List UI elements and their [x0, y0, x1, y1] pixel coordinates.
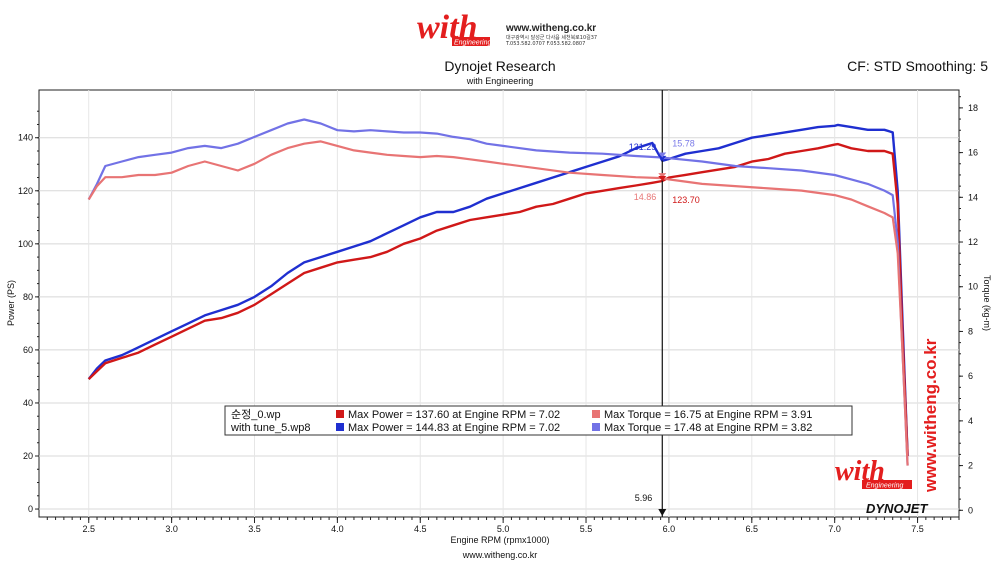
legend-torque-1: Max Torque = 16.75 at Engine RPM = 3.91: [604, 409, 812, 421]
y-tick-label-1: 20: [23, 451, 33, 461]
watermark-brand: DYNOJET: [866, 501, 928, 516]
watermark-logo-sub-bg: [862, 480, 912, 489]
y-tick-label-7: 140: [18, 133, 33, 143]
y2-tick-label-4: 8: [968, 326, 973, 336]
chart-title: Dynojet Research: [444, 58, 555, 74]
readout-marker-3: [658, 175, 667, 181]
legend-power-1: Max Power = 137.60 at Engine RPM = 7.02: [348, 409, 560, 421]
legend-swatch-torque-1: [592, 410, 600, 418]
header-logo-sub: Engineering: [454, 40, 491, 47]
x-tick-label-5: 5.0: [497, 524, 510, 534]
x-tick-label-4: 4.5: [414, 524, 427, 534]
readout-label-2: 14.86: [634, 192, 657, 202]
y2-tick-label-0: 0: [968, 505, 973, 515]
watermark-vertical-site: www.witheng.co.kr: [921, 338, 940, 493]
series-line-2: [87, 118, 909, 466]
y-tick-label-0: 0: [28, 504, 33, 514]
header-address: 대구광역시 달성군 다사읍 세천북로10길37: [506, 34, 597, 41]
legend-swatch-torque-2: [592, 423, 600, 431]
legend-torque-2: Max Torque = 17.48 at Engine RPM = 3.82: [604, 422, 812, 434]
y-tick-label-5: 100: [18, 239, 33, 249]
plot-area: [38, 89, 960, 518]
x-tick-label-7: 6.0: [663, 524, 676, 534]
chart-subtitle: with Engineering: [466, 76, 534, 86]
series-line-3: [87, 140, 909, 466]
footer-site: www.witheng.co.kr: [462, 550, 538, 560]
x-tick-label-1: 3.0: [165, 524, 178, 534]
readout-label-3: 123.70: [672, 195, 700, 205]
cursor-label: 5.96: [635, 493, 653, 503]
legend-file-1: 순정_0.wp: [231, 408, 281, 421]
series-line-0: [87, 123, 909, 457]
corner-text: CF: STD Smoothing: 5: [847, 58, 988, 74]
x-tick-label-10: 7.5: [911, 524, 924, 534]
readout-label-1: 15.78: [672, 139, 695, 149]
y2-tick-label-3: 6: [968, 371, 973, 381]
series-lines: [87, 118, 909, 466]
cursor-arrow: [658, 509, 667, 516]
y2-tick-label-8: 16: [968, 148, 978, 158]
legend-power-2: Max Power = 144.83 at Engine RPM = 7.02: [348, 422, 560, 434]
x-tick-label-0: 2.5: [82, 524, 95, 534]
y2-axis-label: Torque (kg-m): [982, 275, 992, 331]
legend-swatch-power-2: [336, 423, 344, 431]
y2-tick-label-6: 12: [968, 237, 978, 247]
legend-file-2: with tune_5.wp8: [230, 422, 311, 434]
x-tick-label-2: 3.5: [248, 524, 261, 534]
x-tick-label-9: 7.0: [828, 524, 841, 534]
series-line-1: [87, 142, 909, 457]
y-tick-label-3: 60: [23, 345, 33, 355]
x-tick-label-3: 4.0: [331, 524, 344, 534]
axis-ticks: 0 20 40 60 80 100 120 140 0 2 4 6 8 10 12 14 16 18 2.5 3.0 3…: [18, 96, 978, 534]
y-tick-label-6: 120: [18, 186, 33, 196]
header-logo-sub-bg: [452, 37, 490, 46]
readout-marker-2: [658, 173, 667, 179]
watermark-group: www.witheng.co.kr with Engineering DYNOJ…: [835, 338, 940, 516]
y2-tick-label-2: 4: [968, 416, 973, 426]
legend: 순정_0.wp Max Power = 137.60 at Engine RPM…: [224, 405, 853, 436]
y2-tick-label-1: 2: [968, 461, 973, 471]
y-axis-label: Power (PS): [6, 280, 16, 326]
rpm-cursor[interactable]: 5.96: [635, 90, 667, 517]
x-tick-label-8: 6.5: [746, 524, 759, 534]
readout-marker-0: [658, 155, 667, 161]
y2-tick-label-7: 14: [968, 192, 978, 202]
x-axis-label: Engine RPM (rpmx1000): [450, 535, 549, 545]
readout-label-0: 131.29: [629, 142, 657, 152]
y-tick-label-2: 40: [23, 398, 33, 408]
x-tick-label-6: 5.5: [580, 524, 593, 534]
header-logo: with Engineering www.witheng.co.kr 대구광역시…: [417, 9, 597, 47]
cursor-readouts: 131.29 15.78 14.86 123.70: [629, 139, 700, 205]
watermark-logo-sub: Engineering: [866, 483, 903, 490]
y2-tick-label-5: 10: [968, 282, 978, 292]
header-site: www.witheng.co.kr: [505, 23, 596, 34]
y-tick-label-4: 80: [23, 292, 33, 302]
readout-marker-1: [658, 152, 667, 158]
y2-tick-label-9: 18: [968, 103, 978, 113]
legend-swatch-power-1: [336, 410, 344, 418]
header-phone: T.053.582.0707 F.053.582.0807: [505, 41, 585, 47]
legend-box: [224, 405, 853, 436]
